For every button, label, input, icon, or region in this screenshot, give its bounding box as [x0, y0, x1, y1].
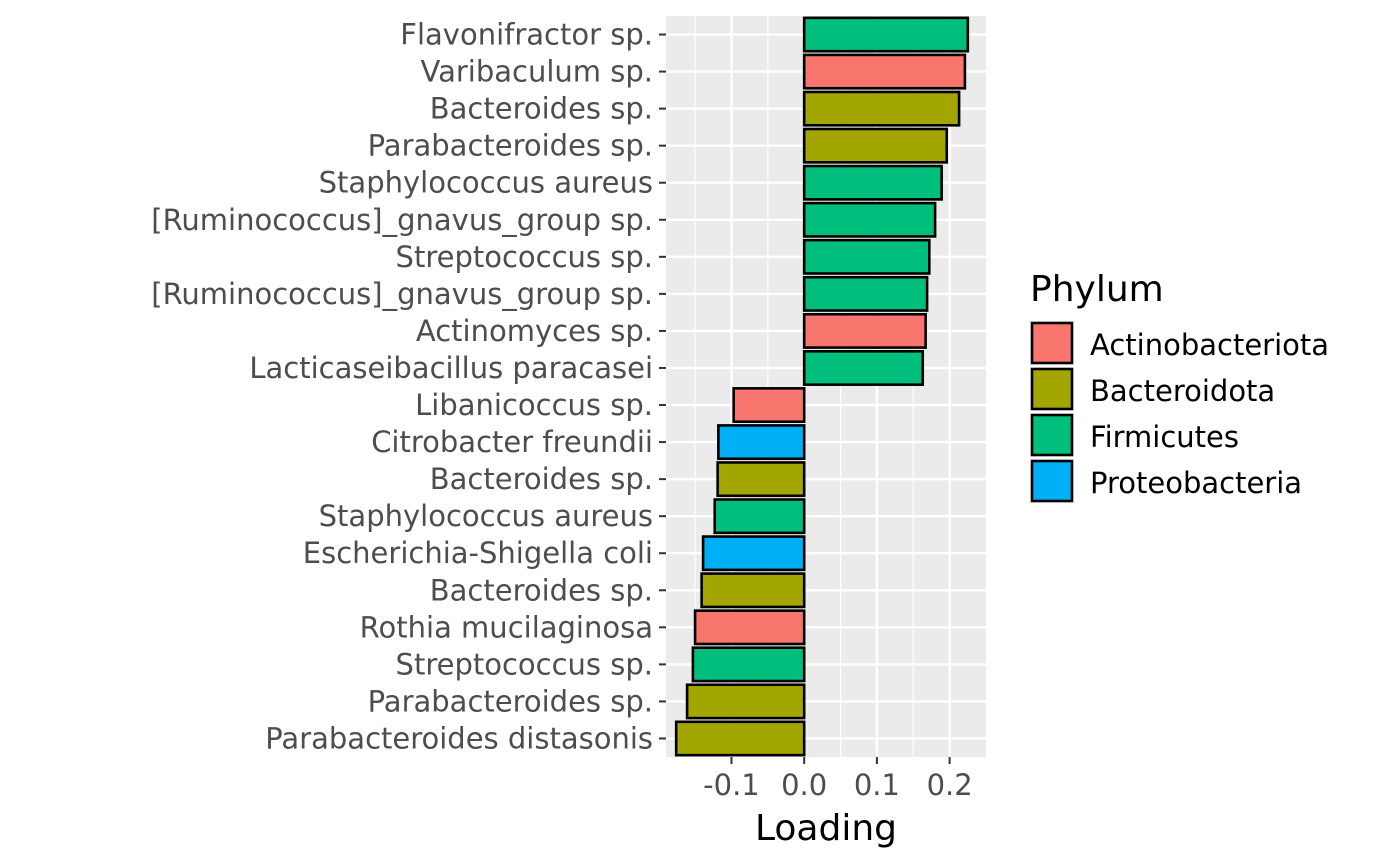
y-tick-label: Parabacteroides sp. — [368, 129, 653, 163]
y-tick-label: Staphylococcus aureus — [319, 166, 653, 200]
y-tick-label: Streptococcus sp. — [396, 647, 653, 681]
bar — [802, 312, 927, 349]
y-tick-label: Varibaculum sp. — [421, 55, 653, 89]
y-tick-label: Parabacteroides sp. — [368, 684, 653, 718]
legend-title: Phylum — [1030, 269, 1164, 310]
legend-swatch — [1030, 413, 1074, 457]
y-tick-label: Parabacteroides distasonis — [265, 721, 653, 755]
y-tick-label: Bacteroides sp. — [430, 462, 653, 496]
bar — [713, 498, 806, 535]
y-tick-label: Escherichia-Shigella coli — [303, 536, 653, 570]
bar — [802, 16, 970, 53]
y-tick-label: Staphylococcus aureus — [319, 499, 653, 533]
x-axis: -0.1 0.0 0.1 0.2 — [703, 757, 973, 802]
legend-swatch — [1030, 459, 1074, 503]
bars — [674, 16, 970, 757]
bar — [802, 238, 931, 275]
bar — [717, 424, 806, 461]
bar — [732, 387, 806, 423]
y-tick-label: [Ruminococcus]_gnavus_group sp. — [151, 277, 653, 311]
bar — [685, 683, 806, 720]
y-tick-label: Streptococcus sp. — [396, 240, 653, 274]
bar — [802, 127, 949, 164]
bar — [716, 461, 806, 498]
x-tick-label: 0.1 — [854, 768, 900, 802]
legend-label: Proteobacteria — [1090, 466, 1302, 500]
bar — [701, 535, 806, 572]
bar — [802, 201, 937, 238]
x-tick-label: -0.1 — [703, 768, 760, 802]
y-tick-label: Bacteroides sp. — [430, 92, 653, 126]
bar — [802, 164, 943, 201]
bar — [674, 720, 806, 757]
legend-swatch — [1030, 321, 1074, 365]
bar — [693, 609, 806, 646]
bar — [802, 90, 961, 127]
y-tick-label: Citrobacter freundii — [371, 425, 653, 459]
legend-label: Actinobacteriota — [1090, 328, 1329, 362]
x-tick-label: 0.2 — [927, 768, 973, 802]
bar — [802, 53, 967, 90]
bar — [691, 646, 806, 683]
legend-swatch — [1030, 367, 1074, 411]
y-tick-label: Rothia mucilaginosa — [360, 610, 653, 644]
y-axis: Flavonifractor sp.Varibaculum sp.Bactero… — [151, 18, 666, 755]
legend-label: Bacteroidota — [1090, 374, 1275, 408]
y-tick-label: Bacteroides sp. — [430, 573, 653, 607]
bar — [802, 275, 929, 312]
x-axis-title: Loading — [755, 808, 897, 849]
y-tick-label: Actinomyces sp. — [416, 314, 653, 348]
y-tick-label: [Ruminococcus]_gnavus_group sp. — [151, 203, 653, 237]
plot-panel — [666, 16, 986, 757]
legend-label: Firmicutes — [1090, 420, 1239, 454]
bar — [700, 572, 806, 609]
y-tick-label: Lacticaseibacillus paracasei — [249, 351, 653, 385]
bar — [802, 350, 925, 386]
legend: Phylum Actinobacteriota Bacteroidota Firmi… — [1030, 269, 1329, 503]
y-tick-label: Flavonifractor sp. — [400, 18, 653, 52]
x-tick-label: 0.0 — [781, 768, 827, 802]
y-tick-label: Libanicoccus sp. — [415, 388, 653, 422]
